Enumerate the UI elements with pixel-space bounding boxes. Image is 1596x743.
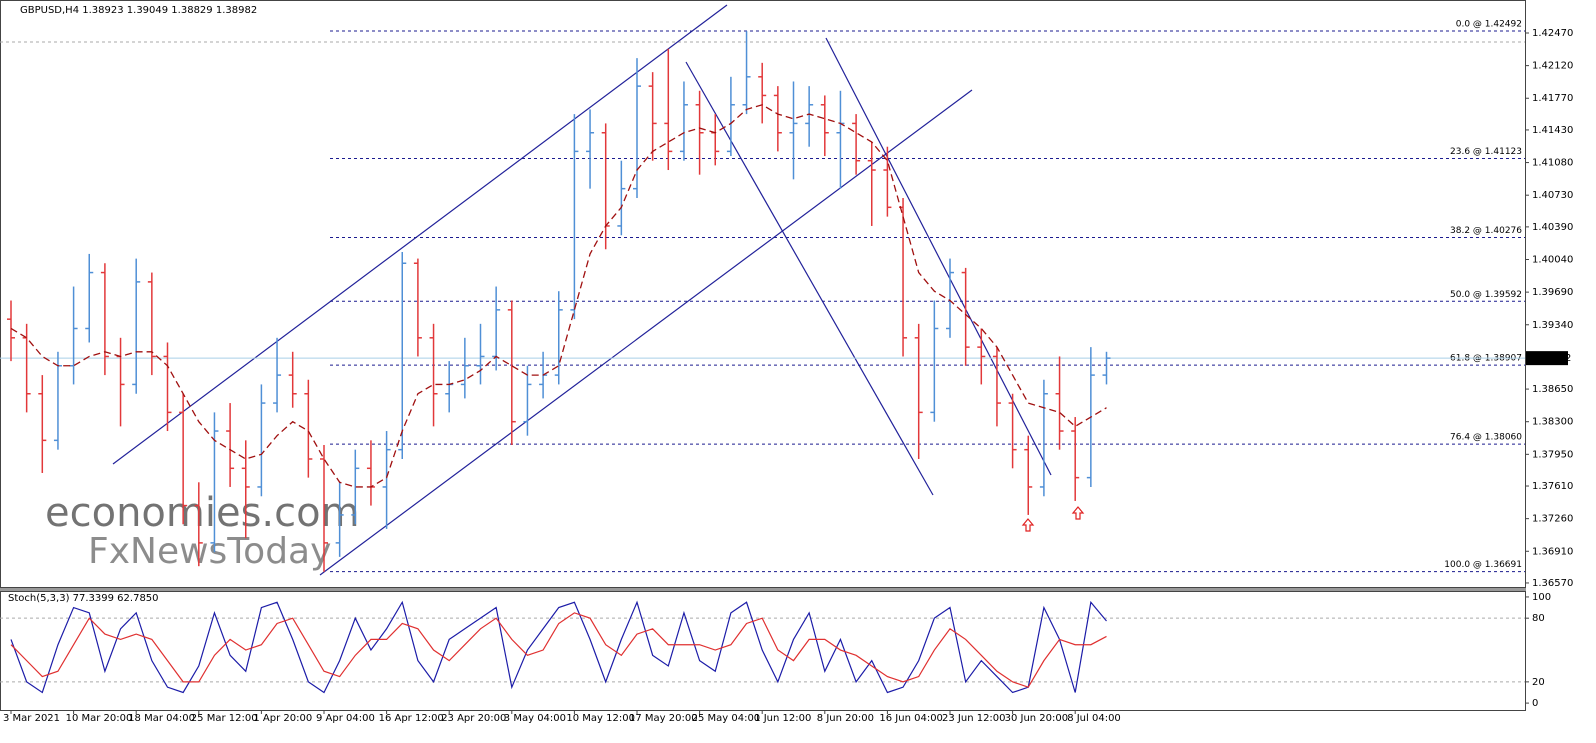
up-arrow (1021, 518, 1035, 532)
watermark-text: FxNewsToday (88, 531, 331, 572)
y-tick-label: 1.40040 (1532, 255, 1573, 266)
stoch-line (10, 600, 1107, 694)
moving-average (10, 104, 1107, 488)
x-tick-label: 8 Jun 20:00 (817, 713, 874, 724)
stoch-line (10, 612, 1107, 688)
y-tick-label: 1.41080 (1532, 158, 1573, 169)
channel-lower (319, 89, 973, 576)
main-panel (0, 0, 1526, 588)
watermark-text: economies.com (45, 490, 360, 536)
y-tick-label: 1.39690 (1532, 287, 1573, 298)
y-tick-label: 1.37950 (1532, 449, 1573, 460)
falling-line (825, 37, 1052, 476)
panel-separator (0, 588, 1526, 591)
y-tick-label: 1.36910 (1532, 546, 1573, 557)
y-tick-label: 1.37610 (1532, 481, 1573, 492)
y-tick-label: 1.40390 (1532, 222, 1573, 233)
x-tick-label: 18 Mar 04:00 (128, 713, 195, 724)
y-tick-label: 1.39340 (1532, 320, 1573, 331)
falling-line (685, 61, 934, 496)
chart-title: GBPUSD,H4 1.38923 1.39049 1.38829 1.3898… (20, 5, 257, 16)
y-tick-label: 1.40730 (1532, 190, 1573, 201)
x-tick-label: 23 Jun 12:00 (942, 713, 1006, 724)
y-tick-label: 20 (1532, 677, 1545, 688)
y-tick-label: 1.38300 (1532, 417, 1573, 428)
y-tick-label: 1.36570 (1532, 578, 1573, 589)
fib-label: 0.0 @ 1.42492 (1456, 19, 1522, 29)
stoch-title: Stoch(5,3,3) 77.3399 62.7850 (8, 593, 159, 604)
x-tick-label: 1 Apr 20:00 (253, 713, 312, 724)
x-tick-label: 30 Jun 20:00 (1005, 713, 1069, 724)
channel-upper (112, 4, 728, 465)
y-tick-label: 1.37260 (1532, 514, 1573, 525)
fib-label: 76.4 @ 1.38060 (1450, 433, 1522, 443)
x-tick-label: 23 Apr 20:00 (441, 713, 506, 724)
x-tick-label: 1 Jun 12:00 (754, 713, 811, 724)
x-tick-label: 10 May 12:00 (566, 713, 635, 724)
y-tick-label: 1.42120 (1532, 61, 1573, 72)
y-tick-label: 100 (1532, 592, 1551, 603)
fib-label: 23.6 @ 1.41123 (1450, 147, 1522, 157)
x-tick-label: 17 May 20:00 (629, 713, 698, 724)
y-tick-label: 1.38650 (1532, 384, 1573, 395)
y-tick-label: 80 (1532, 613, 1545, 624)
fib-label: 38.2 @ 1.40276 (1450, 226, 1522, 236)
up-arrow (1071, 506, 1085, 520)
x-tick-label: 16 Jun 04:00 (879, 713, 943, 724)
fib-label: 100.0 @ 1.36691 (1444, 560, 1522, 570)
x-tick-label: 9 Apr 04:00 (316, 713, 375, 724)
price-tag-label: 1.38982 (1530, 353, 1571, 364)
trendlines (112, 4, 1052, 576)
y-tick-label: 0 (1532, 698, 1538, 709)
fib-label: 50.0 @ 1.39592 (1450, 290, 1522, 300)
y-tick-label: 1.42470 (1532, 28, 1573, 39)
x-tick-label: 8 Jul 04:00 (1067, 713, 1121, 724)
x-tick-label: 25 Mar 12:00 (191, 713, 258, 724)
arrows (1021, 506, 1085, 532)
x-tick-label: 16 Apr 12:00 (379, 713, 444, 724)
x-tick-label: 10 Mar 20:00 (66, 713, 133, 724)
x-tick-label: 3 May 04:00 (504, 713, 566, 724)
x-tick-label: 25 May 04:00 (692, 713, 761, 724)
y-tick-label: 1.41430 (1532, 125, 1573, 136)
x-tick-label: 3 Mar 2021 (3, 713, 60, 724)
price-tag (1526, 351, 1568, 366)
y-tick-label: 1.41770 (1532, 93, 1573, 104)
